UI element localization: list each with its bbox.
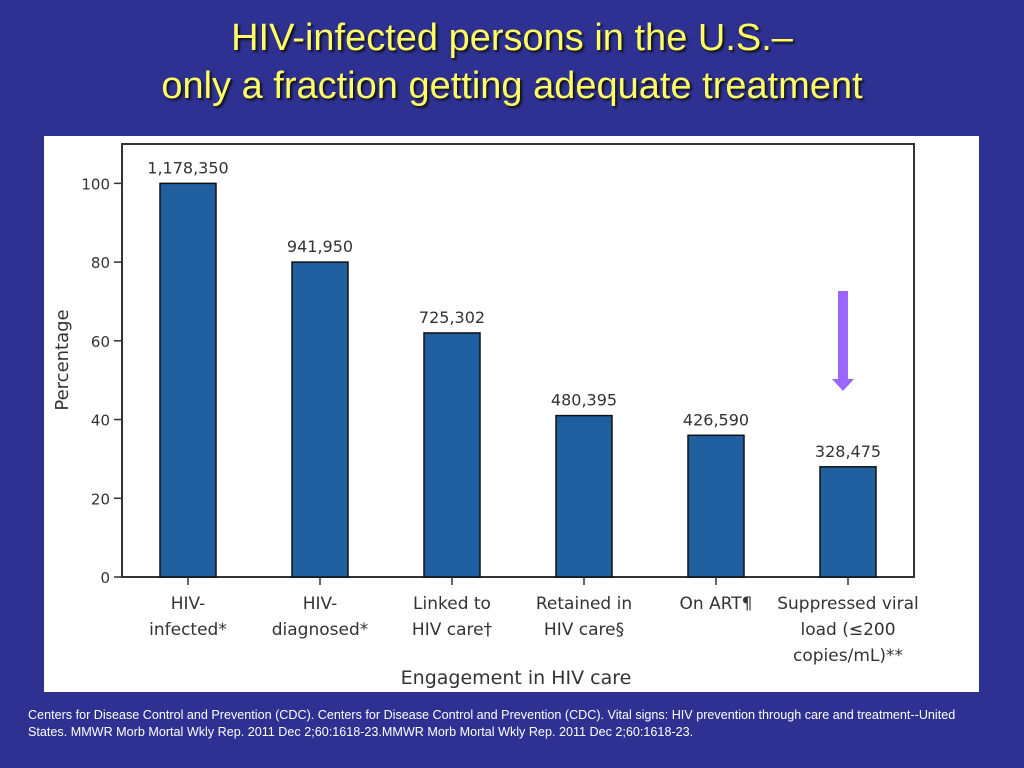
- y-tick-label: 40: [91, 412, 110, 430]
- x-axis-label: Engagement in HIV care: [401, 667, 632, 689]
- x-tick-label: Suppressed viral: [777, 594, 919, 614]
- x-tick-label: HIV care§: [544, 620, 624, 640]
- bar: [819, 466, 877, 578]
- title-line-2: only a fraction getting adequate treatme…: [161, 65, 863, 107]
- bar-data-label: 725,302: [419, 308, 485, 327]
- bars: 1,178,350 941,950 725,302 480,395 426,590 328…: [147, 158, 881, 578]
- y-tick-label: 80: [91, 254, 110, 272]
- x-tick-label: HIV-: [303, 594, 338, 614]
- plot-frame: [121, 143, 915, 578]
- slide-title: HIV-infected persons in the U.S.– only a…: [0, 14, 1024, 110]
- bar-data-label: 328,475: [815, 442, 881, 461]
- x-tick-label: HIV-: [171, 594, 206, 614]
- bar: [423, 332, 481, 578]
- x-tick-label: load (≤200: [800, 620, 895, 640]
- arrow-head: [832, 379, 854, 391]
- y-axis-label: Percentage: [52, 309, 73, 410]
- x-tick-label: diagnosed*: [272, 620, 369, 640]
- chart-panel: Percentage Engagement in HIV care 0 20 40 6…: [44, 136, 979, 692]
- x-axis-ticks: HIV-infected* HIV-diagnosed* Linked to HIV …: [149, 577, 919, 666]
- y-tick-label: 60: [91, 333, 110, 351]
- x-tick-label: Retained in: [536, 594, 632, 614]
- bar-data-label: 480,395: [551, 391, 617, 410]
- bar: [555, 414, 613, 578]
- citation: Centers for Disease Control and Preventi…: [28, 708, 956, 739]
- x-tick-label: copies/mL)**: [793, 646, 903, 666]
- x-tick-label: HIV care†: [412, 620, 493, 640]
- y-tick-label: 0: [100, 569, 110, 587]
- bar-data-label: 426,590: [683, 410, 749, 429]
- y-tick-label: 20: [91, 490, 110, 508]
- y-axis-ticks: 0 20 40 60 80 100: [81, 175, 122, 587]
- arrow-shaft: [838, 291, 848, 379]
- title-line-1: HIV-infected persons in the U.S.–: [231, 17, 793, 59]
- x-tick-label: On ART¶: [680, 594, 753, 614]
- bar: [159, 182, 217, 578]
- x-tick-label: Linked to: [413, 594, 491, 614]
- bar: [291, 261, 349, 578]
- bar-data-label: 941,950: [287, 237, 353, 256]
- bar: [687, 434, 745, 578]
- bar-chart: Percentage Engagement in HIV care 0 20 40 6…: [52, 143, 919, 689]
- x-tick-label: infected*: [149, 620, 227, 640]
- bar-data-label: 1,178,350: [147, 158, 228, 177]
- y-tick-label: 100: [81, 175, 110, 193]
- annotation: [832, 291, 854, 391]
